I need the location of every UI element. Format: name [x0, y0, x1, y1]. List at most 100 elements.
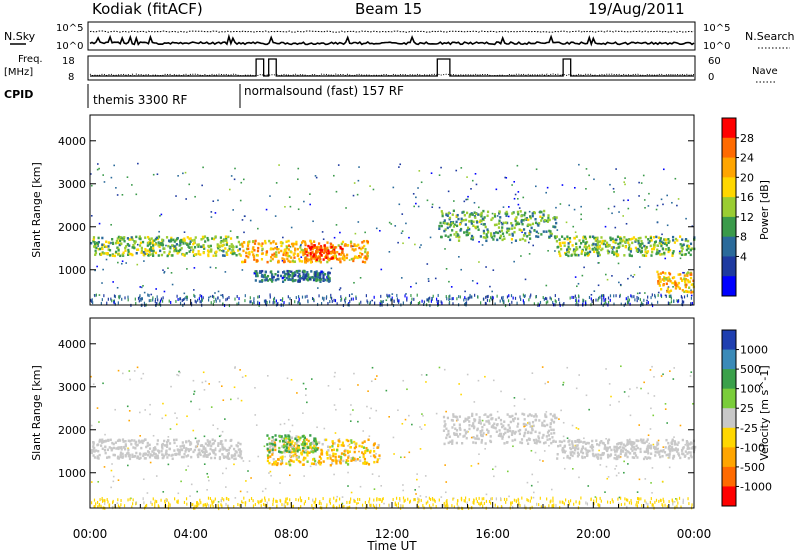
echo-cell [180, 455, 184, 459]
echo-cell [105, 240, 108, 244]
echo-cell [316, 277, 319, 281]
echo-cell [205, 454, 209, 457]
freq-tick-bottom: 8 [68, 72, 74, 83]
scatter-cell [480, 301, 482, 305]
echo-cell [447, 429, 450, 433]
echo-cell [621, 240, 624, 243]
echo-cell [297, 269, 300, 273]
echo-cell [525, 423, 528, 427]
scatter-cell [345, 207, 347, 209]
scatter-cell [263, 299, 266, 303]
scatter-cell [98, 167, 100, 170]
scatter-cell [476, 500, 478, 504]
echo-cell [545, 435, 548, 438]
scatter-cell [150, 500, 152, 504]
echo-cell [128, 252, 131, 256]
echo-cell [205, 450, 208, 454]
echo-cell [158, 245, 161, 249]
scatter-cell [523, 301, 525, 305]
echo-cell [438, 227, 441, 231]
scatter-cell [453, 200, 455, 202]
echo-cell [643, 244, 646, 248]
echo-cell [319, 260, 322, 264]
scatter-cell [197, 298, 199, 302]
scatter-cell [492, 296, 494, 300]
scatter-cell [248, 460, 251, 462]
scatter-cell [352, 297, 354, 301]
echo-cell [181, 444, 184, 448]
scatter-cell [495, 188, 498, 191]
power-heatmap [90, 162, 696, 308]
echo-cell [265, 251, 268, 254]
echo-cell [477, 437, 480, 441]
nsearch-trace [89, 30, 695, 33]
scatter-cell [683, 272, 685, 274]
echo-cell [657, 251, 660, 255]
scatter-cell [521, 231, 523, 233]
echo-cell [319, 272, 322, 276]
scatter-cell [110, 223, 112, 226]
scatter-cell [311, 504, 313, 508]
velocity-ylabel: Slant Range [km] [30, 365, 43, 461]
echo-cell [690, 447, 694, 450]
scatter-cell [449, 226, 451, 228]
echo-cell [207, 440, 210, 444]
scatter-cell [575, 427, 578, 429]
echo-cell [268, 278, 272, 281]
scatter-cell [300, 505, 302, 509]
scatter-cell [137, 296, 140, 300]
scatter-cell [334, 371, 336, 374]
scatter-cell [97, 481, 100, 483]
echo-cell [147, 235, 150, 239]
echo-cell [480, 441, 483, 444]
scatter-cell [632, 276, 634, 278]
echo-cell [607, 455, 610, 459]
echo-cell [511, 212, 514, 215]
echo-cell [642, 438, 645, 442]
scatter-cell [365, 504, 367, 508]
colorbar-segment [722, 486, 736, 507]
echo-cell [361, 451, 364, 454]
scatter-cell [603, 296, 605, 300]
scatter-cell [492, 468, 494, 471]
echo-cell [271, 448, 274, 451]
scatter-cell [340, 297, 343, 301]
echo-cell [591, 247, 594, 251]
scatter-cell [201, 298, 203, 302]
scatter-cell [657, 293, 659, 297]
scatter-cell [117, 498, 119, 502]
echo-cell [526, 442, 530, 445]
echo-cell [592, 242, 595, 246]
scatter-cell [335, 224, 338, 226]
echo-cell [217, 246, 220, 250]
echo-cell [452, 209, 455, 213]
scatter-cell [633, 273, 636, 276]
scatter-cell [506, 497, 508, 501]
scatter-cell [676, 504, 678, 508]
echo-cell [661, 454, 664, 458]
scatter-cell [323, 427, 326, 430]
echo-cell [232, 250, 235, 254]
scatter-cell [177, 499, 179, 503]
scatter-cell [690, 302, 692, 306]
echo-cell [273, 252, 276, 255]
scatter-cell [482, 504, 484, 508]
scatter-cell [212, 294, 214, 298]
echo-cell [283, 437, 286, 441]
scatter-cell [447, 190, 450, 193]
scatter-cell [381, 300, 383, 304]
scatter-cell [500, 221, 503, 224]
echo-cell [134, 240, 137, 243]
echo-cell [154, 446, 157, 449]
scatter-cell [641, 504, 643, 508]
echo-cell [491, 216, 494, 220]
scatter-cell [417, 500, 419, 504]
scatter-cell [691, 301, 693, 305]
scatter-cell [527, 422, 529, 424]
scatter-cell [530, 484, 533, 487]
echo-cell [98, 247, 101, 251]
echo-cell [593, 454, 596, 458]
echo-cell [515, 216, 518, 219]
echo-cell [480, 433, 483, 437]
echo-cell [446, 222, 449, 225]
